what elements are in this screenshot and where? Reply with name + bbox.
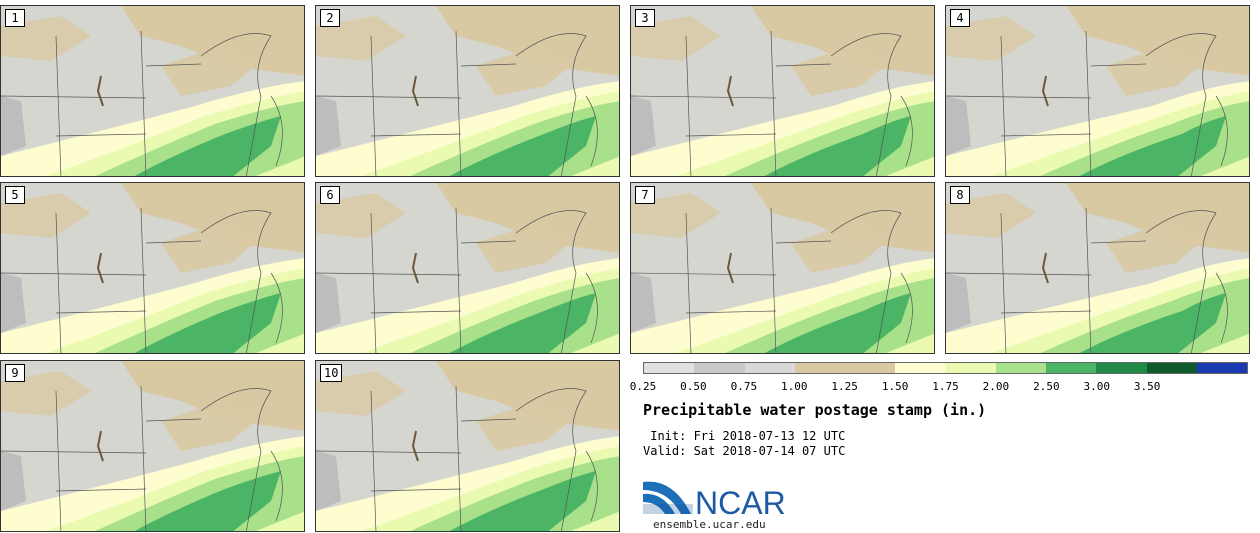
precip-water-map <box>1 361 304 531</box>
panel-label: 5 <box>5 186 25 204</box>
logo-text: NCAR <box>695 485 786 518</box>
precip-water-map <box>946 183 1249 353</box>
colorbar-swatch <box>895 363 946 373</box>
colorbar-tick-label: 0.75 <box>730 380 758 393</box>
panel-label: 1 <box>5 9 25 27</box>
panel-label: 9 <box>5 364 25 382</box>
precip-water-map <box>316 361 619 531</box>
panel-label: 4 <box>950 9 970 27</box>
colorbar-swatch <box>694 363 745 373</box>
colorbar-tick-label: 2.00 <box>982 380 1010 393</box>
colorbar-swatch <box>945 363 996 373</box>
map-panel: 8 <box>945 182 1250 354</box>
colorbar-tick-label: 2.50 <box>1033 380 1060 393</box>
precip-water-map <box>631 183 934 353</box>
colorbar <box>643 362 1248 374</box>
precip-water-map <box>316 6 619 176</box>
colorbar-tick-label: 1.75 <box>932 380 959 393</box>
precip-water-map <box>1 6 304 176</box>
panel-label: 3 <box>635 9 655 27</box>
valid-time: Valid: Sat 2018-07-14 07 UTC <box>643 444 846 458</box>
map-panel: 3 <box>630 5 935 177</box>
map-panel: 7 <box>630 182 935 354</box>
colorbar-tick-label: 1.00 <box>781 380 808 393</box>
precip-water-map <box>1 183 304 353</box>
panel-label: 7 <box>635 186 655 204</box>
precip-water-map <box>316 183 619 353</box>
map-panel: 1 <box>0 5 305 177</box>
precip-water-map <box>631 6 934 176</box>
panel-label: 6 <box>320 186 340 204</box>
map-panel: 10 <box>315 360 620 532</box>
panel-label: 2 <box>320 9 340 27</box>
colorbar-swatch <box>1146 363 1197 373</box>
colorbar-swatch <box>794 363 845 373</box>
panel-label: 10 <box>320 364 343 382</box>
colorbar-tick-label: 3.00 <box>1083 380 1111 393</box>
logo-url: ensemble.ucar.edu <box>653 518 766 531</box>
colorbar-swatch <box>995 363 1046 373</box>
colorbar-swatch <box>744 363 795 373</box>
panel-label: 8 <box>950 186 970 204</box>
init-time: Init: Fri 2018-07-13 12 UTC <box>643 429 846 443</box>
ncar-logo: NCAR <box>643 481 786 518</box>
colorbar-tick-label: 1.50 <box>881 380 909 393</box>
precip-water-map <box>946 6 1249 176</box>
page-title: Precipitable water postage stamp (in.) <box>643 401 987 419</box>
colorbar-tick-label: 3.50 <box>1133 380 1161 393</box>
colorbar-swatch <box>845 363 896 373</box>
map-panel: 6 <box>315 182 620 354</box>
map-panel: 4 <box>945 5 1250 177</box>
colorbar-swatch <box>1196 363 1247 373</box>
map-panel: 2 <box>315 5 620 177</box>
colorbar-swatch <box>644 363 695 373</box>
map-panel: 9 <box>0 360 305 532</box>
colorbar-tick-label: 0.25 <box>629 380 657 393</box>
colorbar-swatch <box>1046 363 1097 373</box>
map-panel: 5 <box>0 182 305 354</box>
colorbar-tick-label: 0.50 <box>680 380 707 393</box>
colorbar-swatch <box>1096 363 1147 373</box>
colorbar-tick-label: 1.25 <box>831 380 858 393</box>
